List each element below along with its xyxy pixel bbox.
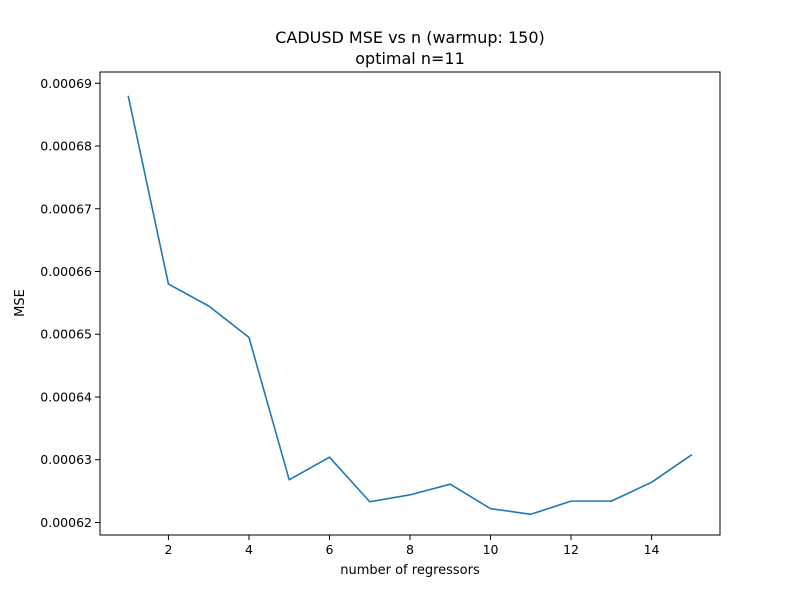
y-tick-label: 0.00065 bbox=[40, 327, 92, 342]
x-tick-label: 8 bbox=[406, 542, 414, 557]
x-tick-label: 14 bbox=[644, 542, 660, 557]
x-tick-label: 10 bbox=[483, 542, 499, 557]
x-axis-label: number of regressors bbox=[340, 563, 480, 578]
y-tick-label: 0.00066 bbox=[40, 264, 92, 279]
y-tick-label: 0.00064 bbox=[40, 389, 92, 404]
y-tick-label: 0.00063 bbox=[40, 452, 92, 467]
y-tick-label: 0.00067 bbox=[40, 201, 92, 216]
y-tick-label: 0.00062 bbox=[40, 515, 92, 530]
series-layer bbox=[127, 95, 693, 516]
chart-title: CADUSD MSE vs n (warmup: 150) bbox=[275, 28, 545, 47]
y-axis-label: MSE bbox=[13, 289, 28, 317]
x-axis-ticks: 2 4 6 8 10 12 14 bbox=[164, 535, 660, 557]
x-tick-label: 2 bbox=[164, 542, 172, 557]
y-tick-label: 0.00069 bbox=[40, 76, 92, 91]
x-tick-label: 4 bbox=[245, 542, 253, 557]
y-tick-label: 0.00068 bbox=[40, 139, 92, 154]
chart-subtitle: optimal n=11 bbox=[355, 49, 465, 68]
y-axis-ticks: 0.00062 0.00063 0.00064 0.00065 0.00066 0.000… bbox=[40, 76, 100, 530]
x-tick-label: 6 bbox=[326, 542, 334, 557]
x-tick-label: 12 bbox=[563, 542, 579, 557]
